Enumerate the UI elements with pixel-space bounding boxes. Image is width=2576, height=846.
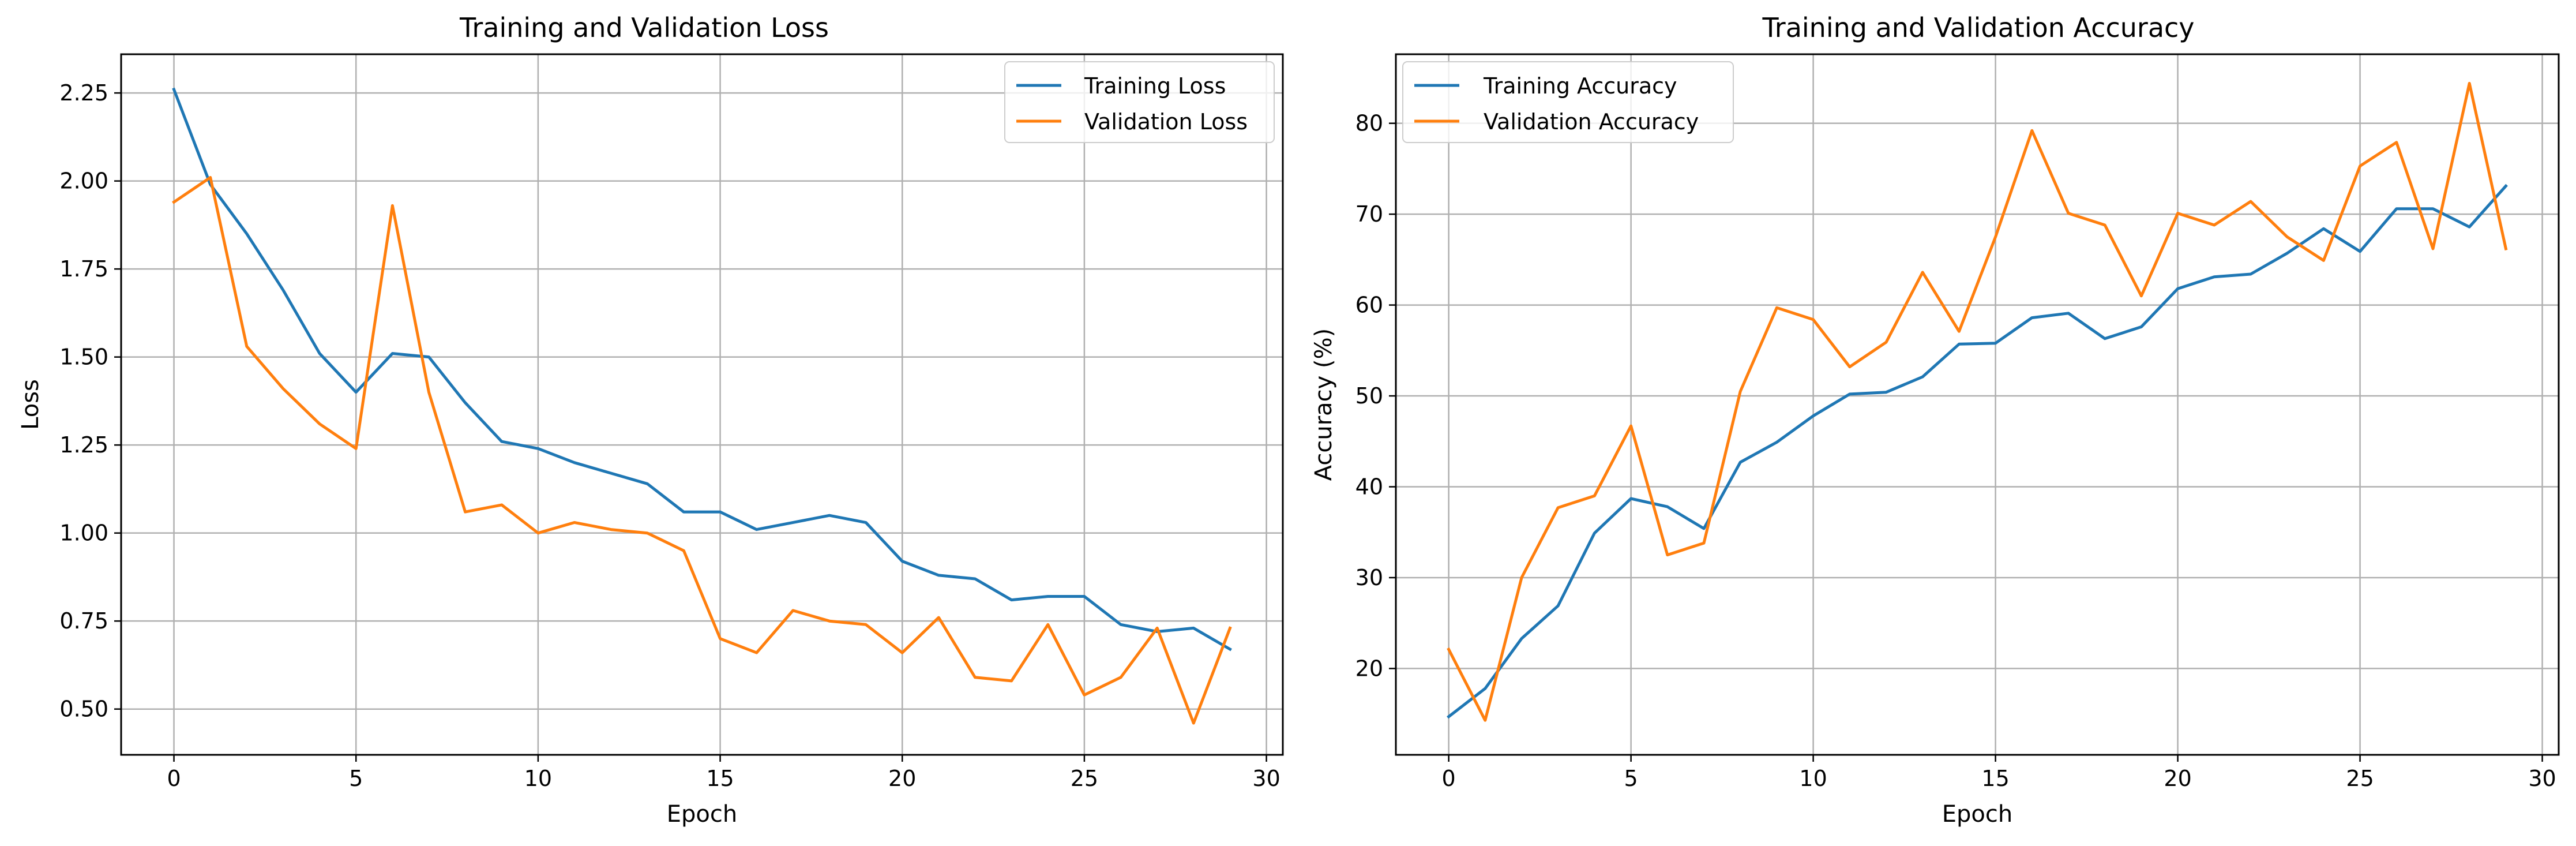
accuracy-x-tick-label: 20 — [2164, 766, 2191, 791]
loss-y-tick-label: 2.25 — [59, 80, 108, 106]
loss-x-axis-label: Epoch — [667, 801, 737, 828]
loss-legend: Training Loss Validation Loss — [1004, 61, 1275, 143]
loss-plot-area — [121, 54, 1283, 755]
loss-x-tick-label: 25 — [1071, 766, 1098, 791]
loss-plot-frame — [120, 53, 1284, 756]
accuracy-x-tick-label: 10 — [1799, 766, 1827, 791]
loss-x-tick-label: 20 — [888, 766, 916, 791]
accuracy-y-tick-label: 80 — [1355, 111, 1383, 136]
loss-y-axis-label: Loss — [17, 379, 44, 430]
loss-x-tick-label: 15 — [706, 766, 734, 791]
accuracy-plot-area — [1396, 54, 2559, 755]
loss-legend-validation-label: Validation Loss — [1084, 109, 1248, 134]
accuracy-x-axis-label: Epoch — [1942, 801, 2012, 828]
accuracy-series-validation-line — [1447, 81, 2508, 722]
loss-y-tick-label: 1.25 — [59, 432, 108, 458]
accuracy-legend-validation-label: Validation Accuracy — [1484, 109, 1699, 134]
loss-legend-training-label: Training Loss — [1084, 73, 1226, 99]
accuracy-y-tick-label: 50 — [1355, 383, 1383, 409]
accuracy-grid — [1396, 54, 2559, 755]
loss-x-tick-label: 0 — [167, 766, 181, 791]
loss-y-tick-label: 0.50 — [59, 697, 108, 722]
accuracy-series — [1447, 81, 2508, 722]
accuracy-chart-title: Training and Validation Accuracy — [1762, 12, 2194, 43]
accuracy-y-axis-label: Accuracy (%) — [1310, 328, 1337, 481]
loss-legend-box — [1004, 61, 1275, 143]
accuracy-y-tick-label: 70 — [1355, 201, 1383, 227]
accuracy-plot-frame — [1395, 53, 2560, 756]
loss-y-tick-label: 2.00 — [59, 169, 108, 194]
loss-y-tick-label: 0.75 — [59, 608, 108, 634]
accuracy-x-tick-label: 30 — [2528, 766, 2556, 791]
loss-x-tick-label: 5 — [349, 766, 363, 791]
loss-ticks: 0 5 10 15 20 25 30 0.50 0.75 1.00 1.25 1.50 1.75 2.00… — [59, 80, 1280, 791]
accuracy-x-tick-label: 0 — [1442, 766, 1456, 791]
accuracy-ticks: 0 5 10 15 20 25 30 20 30 40 50 60 70 80 — [1355, 111, 2556, 791]
accuracy-y-tick-label: 60 — [1355, 293, 1383, 318]
loss-chart-title: Training and Validation Loss — [459, 12, 829, 43]
loss-y-tick-label: 1.75 — [59, 256, 108, 282]
accuracy-y-tick-label: 30 — [1355, 565, 1383, 590]
loss-y-tick-label: 1.50 — [59, 345, 108, 370]
loss-grid — [121, 54, 1283, 755]
accuracy-x-tick-label: 25 — [2346, 766, 2374, 791]
accuracy-legend: Training Accuracy Validation Accuracy — [1402, 61, 1734, 143]
loss-series-validation-line — [172, 176, 1232, 725]
loss-series-training-line — [172, 87, 1232, 652]
accuracy-legend-training-label: Training Accuracy — [1483, 73, 1677, 99]
accuracy-x-tick-label: 15 — [1981, 766, 2009, 791]
loss-series — [172, 87, 1232, 725]
accuracy-y-tick-label: 40 — [1355, 474, 1383, 499]
loss-x-tick-label: 10 — [524, 766, 552, 791]
accuracy-legend-box — [1402, 61, 1734, 143]
loss-chart: Training and Validation Loss 0 5 10 15 20 25 3… — [17, 12, 1284, 828]
accuracy-chart: Training and Validation Accuracy 0 5 10 15 2… — [1310, 12, 2560, 828]
accuracy-x-tick-label: 5 — [1624, 766, 1638, 791]
accuracy-y-tick-label: 20 — [1355, 656, 1383, 681]
loss-y-tick-label: 1.00 — [59, 521, 108, 546]
accuracy-series-training-line — [1447, 184, 2508, 719]
loss-x-tick-label: 30 — [1252, 766, 1280, 791]
